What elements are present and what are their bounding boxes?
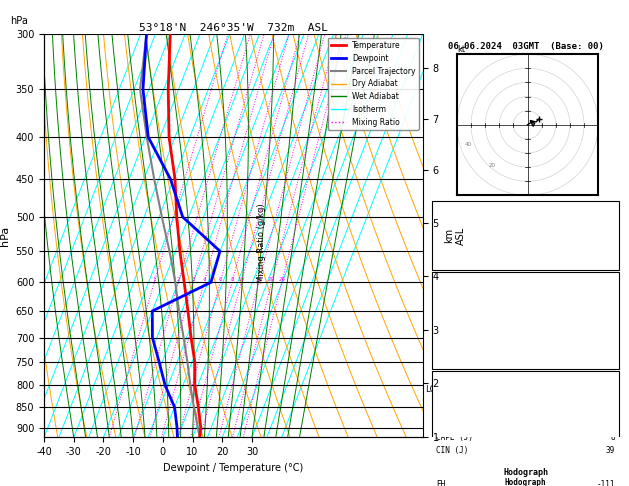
Text: 20: 20 (268, 278, 275, 282)
Text: 37: 37 (606, 231, 615, 240)
Text: 6: 6 (218, 278, 222, 282)
Text: 25: 25 (278, 278, 286, 282)
Text: 6: 6 (610, 348, 615, 357)
Text: PW (cm): PW (cm) (437, 253, 469, 261)
Text: Lifted Index: Lifted Index (437, 334, 492, 344)
Text: 2: 2 (177, 278, 180, 282)
Text: Lifted Index: Lifted Index (437, 419, 492, 429)
Bar (432, 458, 619, 486)
Text: θₑ (K): θₑ (K) (437, 406, 464, 416)
Text: EH: EH (437, 480, 445, 486)
Text: 6: 6 (610, 334, 615, 344)
Title: 53°18'N  246°35'W  732m  ASL: 53°18'N 246°35'W 732m ASL (139, 23, 328, 33)
Bar (432, 371, 619, 453)
Text: Mixing Ratio (g/kg): Mixing Ratio (g/kg) (257, 203, 265, 283)
Text: 7: 7 (610, 419, 615, 429)
Text: θₑ(K): θₑ(K) (437, 321, 459, 330)
Text: 308: 308 (601, 321, 615, 330)
Text: 39: 39 (606, 446, 615, 455)
Text: 3: 3 (191, 278, 195, 282)
Text: CAPE (J): CAPE (J) (437, 433, 473, 442)
Text: 4: 4 (203, 278, 206, 282)
Text: 15: 15 (255, 278, 262, 282)
Text: Totals Totals: Totals Totals (437, 231, 496, 240)
Y-axis label: hPa: hPa (0, 226, 10, 246)
Text: 14: 14 (606, 209, 615, 219)
Bar (432, 201, 619, 270)
Text: 4.9: 4.9 (601, 308, 615, 317)
Text: Hodograph: Hodograph (505, 478, 547, 486)
Text: LCL: LCL (425, 385, 440, 394)
Text: Most Unstable: Most Unstable (493, 381, 558, 390)
Text: 10: 10 (238, 278, 245, 282)
Text: CIN (J): CIN (J) (437, 362, 469, 370)
Text: 79: 79 (606, 362, 615, 370)
Text: Surface: Surface (508, 282, 543, 291)
Text: Dewp (°C): Dewp (°C) (437, 308, 478, 317)
Text: CAPE (J): CAPE (J) (437, 348, 473, 357)
Legend: Temperature, Dewpoint, Parcel Trajectory, Dry Adiabat, Wet Adiabat, Isotherm, Mi: Temperature, Dewpoint, Parcel Trajectory… (328, 38, 419, 130)
Text: Pressure (mb): Pressure (mb) (437, 393, 496, 402)
Text: K: K (437, 209, 441, 219)
Y-axis label: km
ASL: km ASL (444, 226, 466, 245)
Text: 308: 308 (601, 406, 615, 416)
Text: 0.95: 0.95 (596, 253, 615, 261)
Text: 1: 1 (153, 278, 156, 282)
Text: 12.4: 12.4 (596, 294, 615, 303)
Text: 06.06.2024  03GMT  (Base: 00): 06.06.2024 03GMT (Base: 00) (448, 42, 604, 51)
Text: 8: 8 (610, 433, 615, 442)
Text: Temp (°C): Temp (°C) (437, 294, 478, 303)
Text: Hodograph: Hodograph (503, 468, 548, 477)
Text: CIN (J): CIN (J) (437, 446, 469, 455)
Text: hPa: hPa (10, 16, 28, 26)
Bar (432, 272, 619, 369)
X-axis label: Dewpoint / Temperature (°C): Dewpoint / Temperature (°C) (164, 463, 304, 473)
Text: 8: 8 (230, 278, 234, 282)
Text: -111: -111 (596, 480, 615, 486)
Text: 925: 925 (601, 393, 615, 402)
